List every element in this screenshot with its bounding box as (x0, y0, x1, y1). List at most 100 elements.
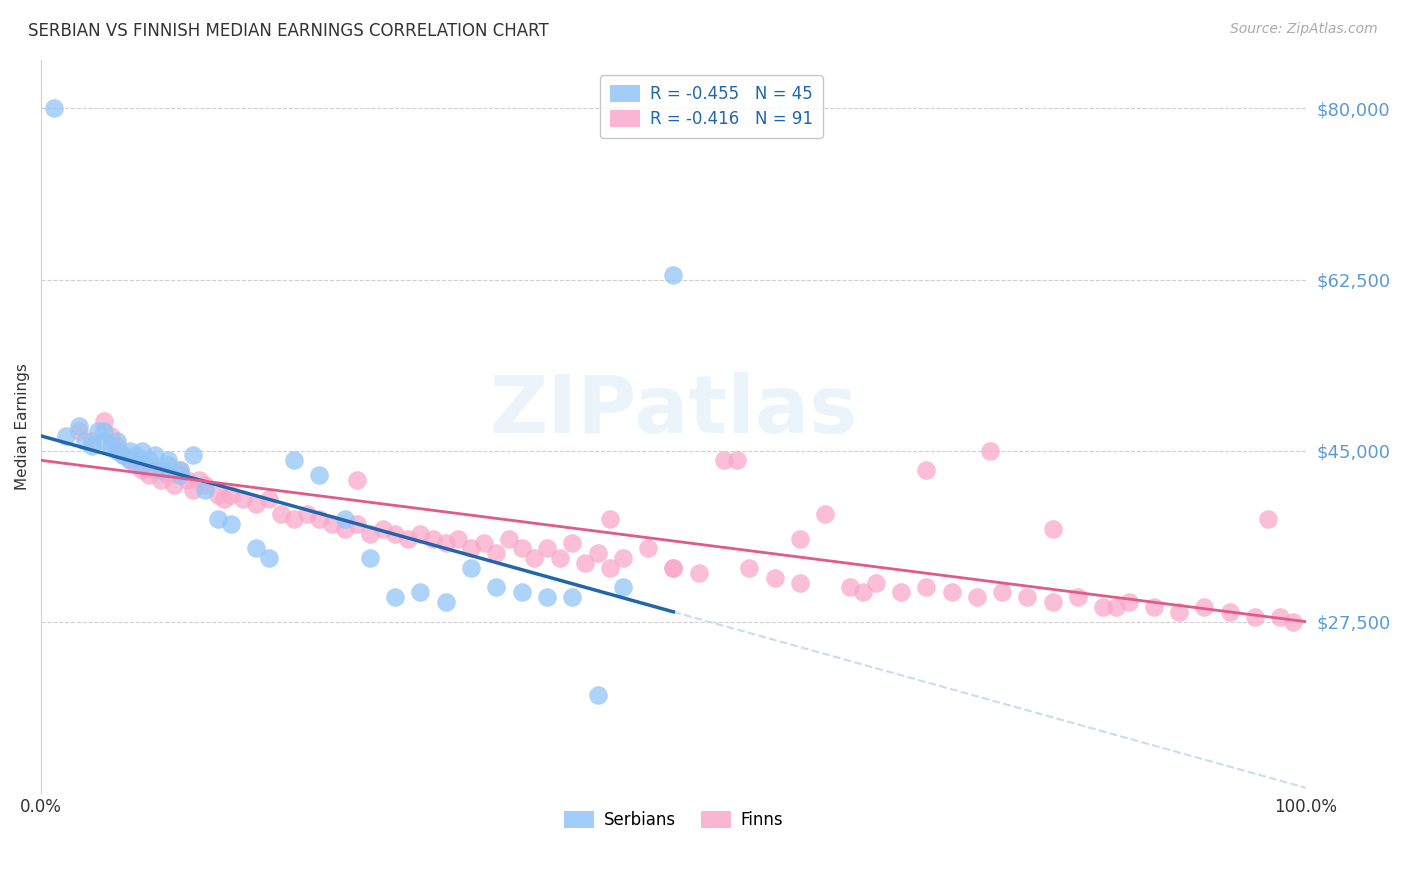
Point (55, 429, 77, 443)
Point (67, 419, 90, 434)
Point (890, 585, 912, 599)
Point (219, 516, 242, 531)
Point (789, 575, 811, 590)
Point (321, 516, 343, 531)
Point (270, 507, 292, 521)
Point (156, 453, 179, 467)
Point (763, 571, 786, 585)
Point (207, 487, 229, 501)
Point (42, 102, 65, 116)
Point (93, 434, 115, 448)
Point (789, 532, 811, 546)
Point (599, 512, 621, 526)
Point (409, 526, 432, 541)
Point (169, 463, 191, 477)
Point (637, 541, 659, 556)
Point (181, 449, 204, 463)
Point (865, 575, 887, 590)
Point (295, 507, 318, 521)
Point (143, 449, 166, 463)
Point (169, 463, 191, 477)
Point (1282, 615, 1305, 629)
Point (852, 585, 875, 599)
Point (396, 532, 419, 546)
Point (333, 512, 356, 526)
Point (979, 443, 1001, 458)
Point (536, 541, 558, 556)
Point (536, 590, 558, 604)
Point (991, 585, 1014, 599)
Point (75, 434, 97, 448)
Point (434, 536, 457, 550)
Point (283, 453, 305, 467)
Text: SERBIAN VS FINNISH MEDIAN EARNINGS CORRELATION CHART: SERBIAN VS FINNISH MEDIAN EARNINGS CORRE… (28, 22, 548, 40)
Point (257, 492, 280, 507)
Point (308, 512, 330, 526)
Point (100, 439, 122, 453)
Point (232, 492, 254, 507)
Point (498, 532, 520, 546)
Point (125, 449, 148, 463)
Point (548, 551, 571, 566)
Point (163, 477, 186, 491)
Point (586, 688, 609, 702)
Point (574, 556, 596, 570)
Point (359, 526, 381, 541)
Point (599, 561, 621, 575)
Point (460, 561, 482, 575)
Point (586, 546, 609, 560)
Point (333, 522, 356, 536)
Point (1105, 599, 1128, 614)
Point (510, 585, 533, 599)
Point (93, 424, 115, 438)
Point (219, 487, 242, 501)
Point (283, 512, 305, 526)
Point (359, 551, 381, 566)
Point (915, 581, 938, 595)
Point (138, 468, 160, 483)
Point (523, 551, 546, 566)
Point (143, 463, 166, 477)
Point (1168, 605, 1191, 619)
Point (169, 468, 191, 483)
Point (485, 546, 508, 560)
Point (1042, 522, 1064, 536)
Point (460, 541, 482, 556)
Point (561, 590, 583, 604)
Point (725, 453, 748, 467)
Point (194, 483, 217, 497)
Point (181, 483, 204, 497)
Point (713, 453, 735, 467)
Point (839, 581, 862, 595)
Point (131, 458, 153, 473)
Point (1092, 599, 1115, 614)
Y-axis label: Median Earnings: Median Earnings (15, 363, 30, 490)
Point (814, 507, 837, 521)
Point (207, 512, 229, 526)
Point (738, 561, 761, 575)
Text: ZIPatlas: ZIPatlas (489, 373, 858, 450)
Point (561, 536, 583, 550)
Point (1270, 609, 1292, 624)
Point (966, 590, 988, 604)
Point (346, 516, 368, 531)
Point (100, 429, 122, 443)
Point (1219, 605, 1241, 619)
Point (131, 463, 153, 477)
Point (131, 443, 153, 458)
Point (1017, 590, 1039, 604)
Point (118, 453, 141, 467)
Point (87, 424, 110, 438)
Point (662, 561, 685, 575)
Point (105, 434, 128, 448)
Point (156, 468, 179, 483)
Point (1143, 599, 1166, 614)
Point (384, 526, 406, 541)
Point (612, 581, 634, 595)
Point (67, 424, 90, 438)
Point (150, 463, 173, 477)
Legend: Serbians, Finns: Serbians, Finns (557, 804, 790, 836)
Point (485, 581, 508, 595)
Point (472, 536, 495, 550)
Point (118, 443, 141, 458)
